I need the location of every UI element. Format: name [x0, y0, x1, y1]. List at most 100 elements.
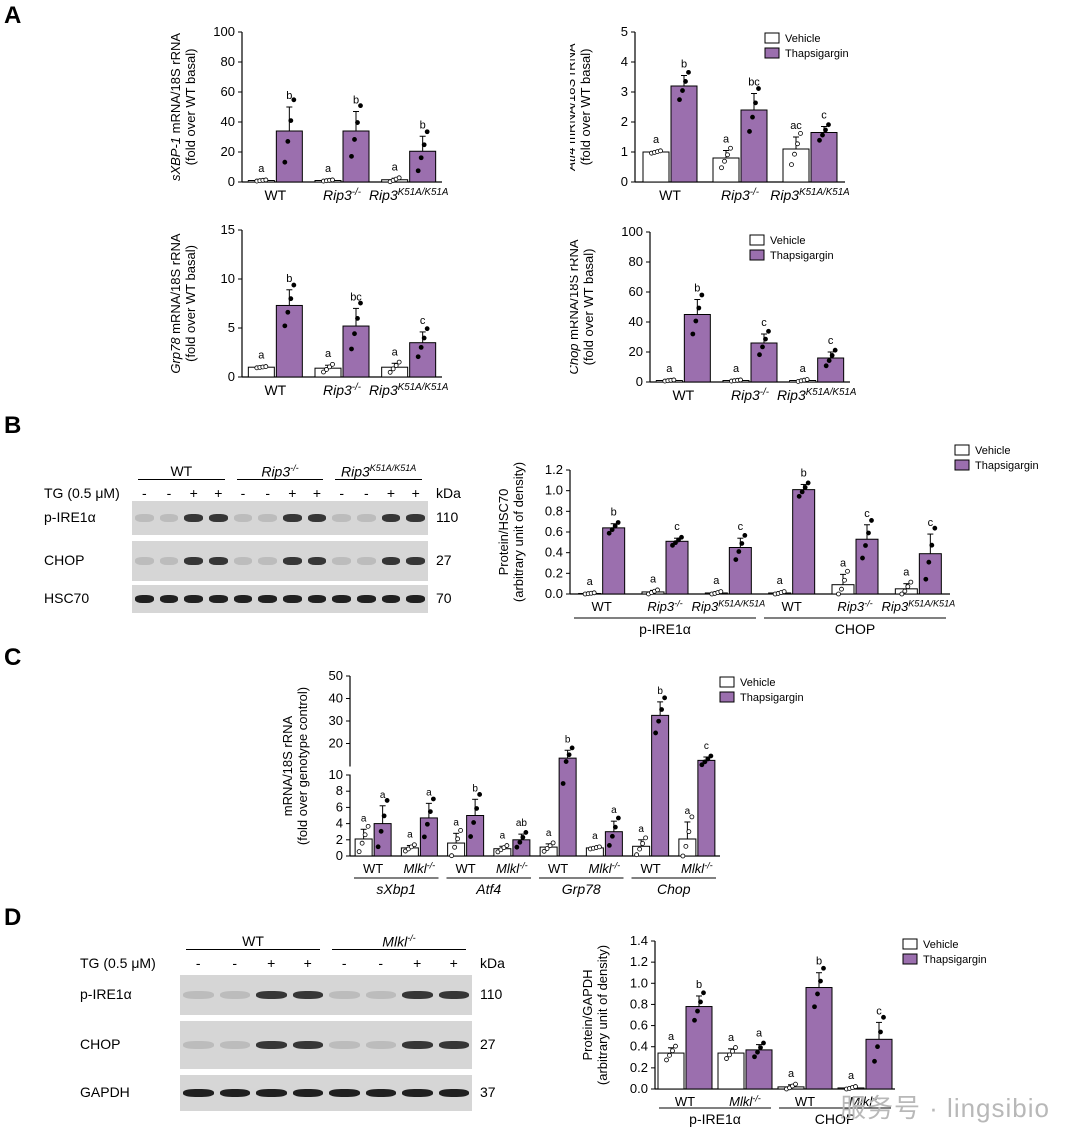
data-point [757, 352, 762, 358]
chart-d-densitometry: 0.0 0.2 0.4 0.6 0.8 1.0 1.2 1.4 Protein/GAPDH (ar… [580, 933, 987, 1127]
data-point [796, 493, 802, 499]
lane-treatment: - [240, 485, 246, 501]
panel-label-d: D [4, 904, 22, 931]
x-category-label: Mlkl-/- [404, 860, 436, 876]
data-point [640, 841, 646, 846]
data-point [477, 792, 483, 797]
significance-letter: a [728, 1032, 735, 1044]
lane-treatment: - [378, 955, 384, 971]
x-category-label: WT [641, 861, 661, 876]
data-point [692, 1017, 697, 1023]
data-point [727, 1052, 732, 1058]
data-point [591, 590, 597, 596]
significance-letter: c [674, 521, 680, 533]
y-tick-label: 5 [228, 320, 235, 335]
data-point [474, 806, 480, 811]
data-point [836, 591, 841, 597]
data-point [842, 577, 847, 583]
significance-letter: a [668, 1031, 675, 1043]
legend-swatch-thapsigargin [954, 459, 970, 471]
data-point [722, 158, 727, 164]
blot-band [209, 595, 228, 603]
lane-treatment: - [363, 485, 369, 501]
data-point [424, 129, 430, 135]
y-tick-label: 0.2 [630, 1060, 648, 1075]
y-tick-label: 10 [221, 271, 235, 286]
significance-letter: a [500, 830, 506, 841]
blot-membrane [180, 1021, 472, 1069]
data-point [670, 542, 675, 548]
data-point [566, 752, 572, 758]
lane-treatment: + [303, 955, 312, 971]
data-point [781, 589, 787, 595]
x-category-label: WT [264, 187, 286, 203]
significance-letter: a [666, 363, 673, 375]
significance-letter: a [592, 831, 598, 842]
data-point [569, 745, 575, 751]
significance-letter: a [587, 576, 594, 588]
data-point [820, 132, 825, 138]
lane-treatment: + [288, 485, 297, 501]
blot-band [233, 595, 253, 603]
data-point [637, 846, 643, 852]
legend-swatch-vehicle [902, 938, 918, 950]
y-tick-label: 40 [329, 691, 343, 706]
axis-break [344, 766, 718, 775]
data-point [695, 1008, 700, 1014]
data-point [596, 844, 602, 850]
genotype-underline [236, 479, 324, 480]
data-point [698, 999, 703, 1005]
data-point [288, 118, 294, 123]
bar-thapsigargin [918, 553, 942, 595]
data-point [863, 543, 868, 548]
lane-treatment: + [189, 485, 198, 501]
significance-letter: b [286, 273, 292, 285]
data-point [908, 579, 914, 585]
data-point [282, 323, 288, 329]
blot-band [307, 595, 327, 603]
data-point [829, 352, 835, 358]
y-label-line: (arbitrary unit of density) [595, 945, 610, 1085]
data-point [932, 525, 938, 531]
y-tick-label: 0.6 [630, 1018, 648, 1033]
blot-band [332, 595, 351, 603]
blot-band [258, 557, 277, 565]
legend-thapsigargin: Thapsigargin [923, 954, 987, 966]
data-point [673, 540, 678, 546]
data-point [378, 828, 384, 834]
blot-band [184, 557, 203, 565]
significance-letter: c [864, 508, 870, 520]
tg-label: TG (0.5 μM) [44, 485, 120, 501]
y-tick-label: 0.4 [545, 545, 563, 560]
significance-letter: b [472, 783, 478, 794]
legend-swatch-vehicle [749, 234, 765, 246]
data-point [818, 978, 823, 984]
data-point [683, 843, 689, 849]
x-category-label: Rip3-/- [323, 382, 362, 398]
group-label: CHOP [815, 1111, 855, 1127]
data-point [853, 1084, 858, 1089]
blot-band [381, 557, 401, 565]
y-tick-label: 0.0 [630, 1081, 648, 1096]
data-point [458, 828, 464, 833]
data-point [728, 145, 733, 151]
blot-band [329, 1041, 360, 1049]
y-axis-label: Grp78 mRNA/18S rRNA (fold over WT basal) [168, 233, 198, 373]
data-point [826, 358, 832, 364]
x-category-label: WT [672, 387, 694, 403]
data-point [869, 518, 874, 523]
blot-band [357, 514, 376, 522]
bar-thapsigargin [855, 538, 879, 595]
blot-band [256, 1041, 287, 1049]
y-tick-label: 0 [336, 848, 343, 863]
chart-sxbp1: 0 20 40 60 80 100 sXBP-1 mRNA/18S rRNA (fold ov… [168, 24, 449, 203]
data-point [358, 103, 363, 109]
significance-letter: a [453, 817, 459, 828]
bar-vehicle [712, 157, 740, 183]
data-point [738, 377, 743, 383]
data-point [606, 530, 612, 536]
significance-letter: a [685, 806, 691, 817]
data-point [384, 798, 390, 803]
data-point [667, 1052, 672, 1058]
